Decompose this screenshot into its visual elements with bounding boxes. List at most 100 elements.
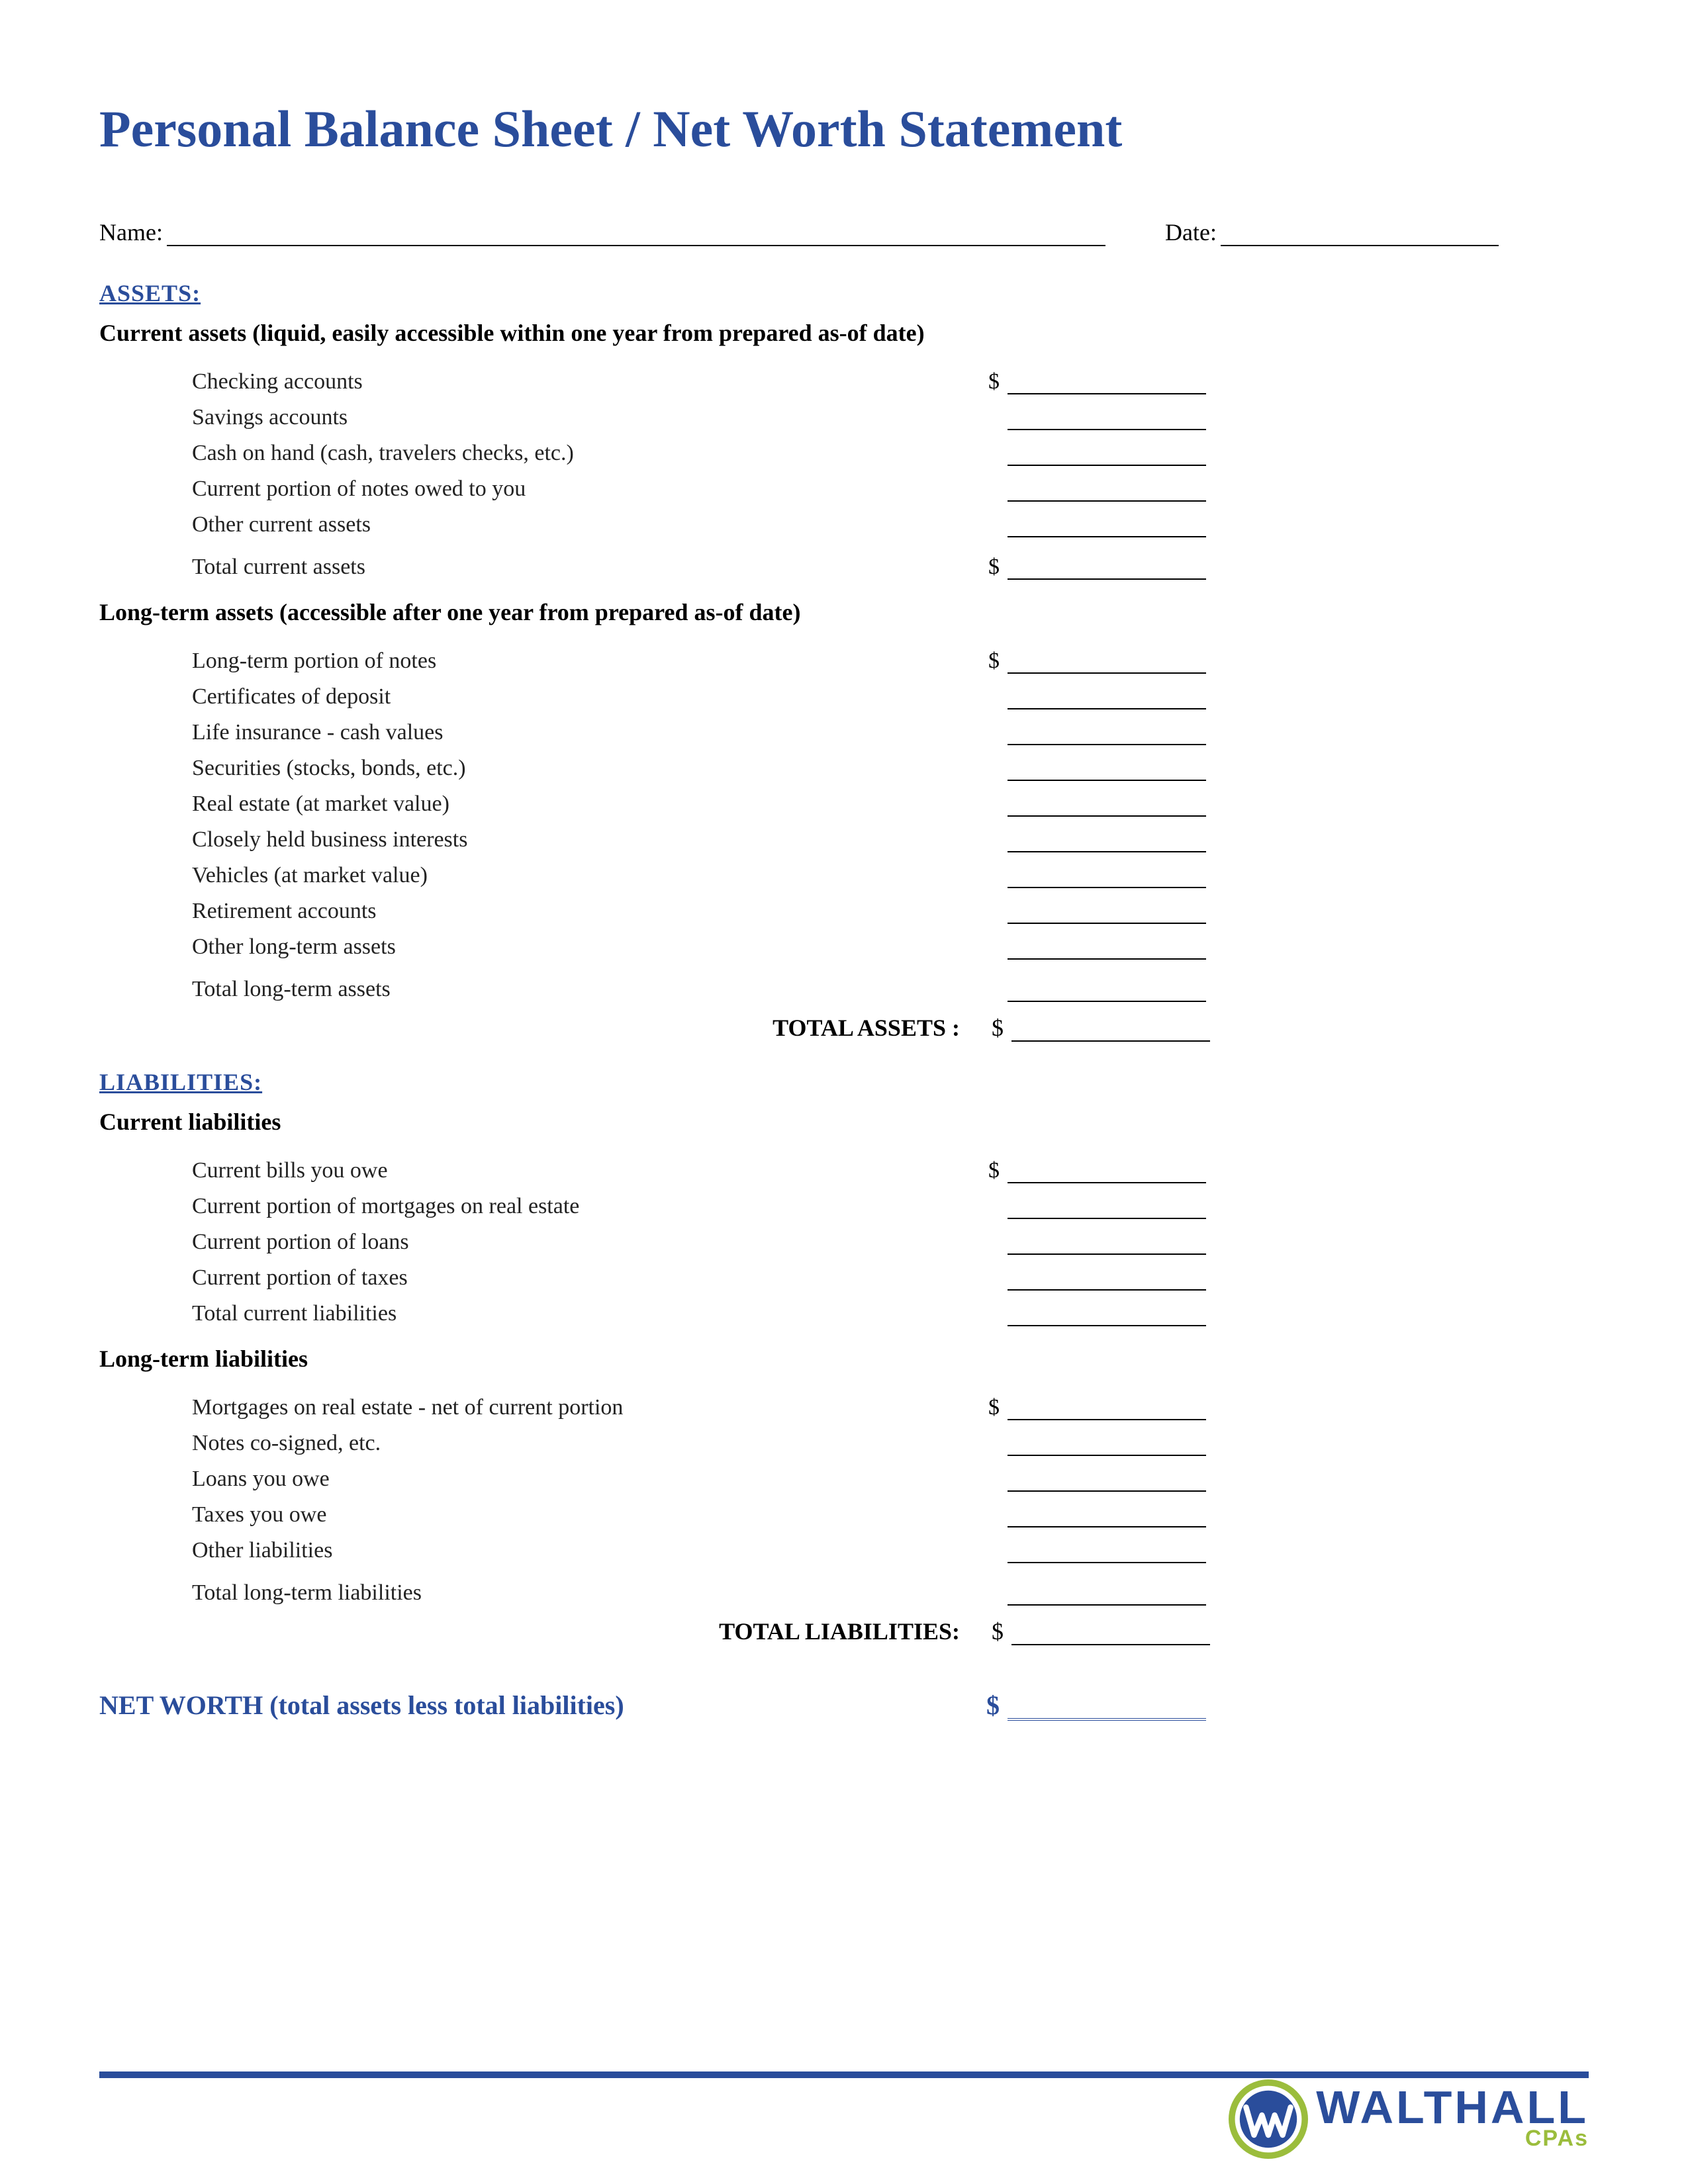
amount-input[interactable] — [1008, 1396, 1206, 1420]
networth-amount[interactable] — [1008, 1696, 1206, 1721]
line-item: Long-term portion of notes$ — [99, 638, 1589, 674]
total-assets-label: TOTAL ASSETS — [773, 1015, 946, 1041]
item-label: Current portion of taxes — [192, 1265, 960, 1291]
company-logo: WALTHALL CPAs — [1229, 2079, 1589, 2159]
amount-input[interactable] — [1008, 864, 1206, 888]
item-label: Long-term portion of notes — [192, 649, 960, 674]
subtotal-row: Total long-term assets — [99, 966, 1589, 1002]
amount-input[interactable] — [1008, 1504, 1206, 1527]
amount-input[interactable] — [1008, 406, 1206, 430]
assets-heading: ASSETS: — [99, 279, 1589, 307]
amount-input[interactable] — [1008, 1231, 1206, 1255]
amount-input[interactable] — [1008, 1160, 1206, 1183]
amount-input[interactable] — [1008, 829, 1206, 852]
line-item: Other current assets — [99, 502, 1589, 537]
amount-input[interactable] — [1008, 1539, 1206, 1563]
subtotal-row: Total current liabilities — [99, 1291, 1589, 1326]
item-label: Current portion of notes owed to you — [192, 477, 960, 502]
date-field: Date: — [1165, 218, 1499, 246]
amount-input[interactable] — [1008, 1195, 1206, 1219]
subtotal-label: Total current assets — [192, 555, 960, 580]
item-label: Certificates of deposit — [192, 684, 960, 709]
amount-input[interactable] — [1008, 793, 1206, 817]
logo-text: WALTHALL CPAs — [1316, 2087, 1589, 2152]
amount-input[interactable] — [1008, 936, 1206, 960]
amount-input[interactable] — [1008, 1468, 1206, 1492]
item-label: Retirement accounts — [192, 899, 960, 924]
longterm-assets-subhead: Long-term assets (accessible after one y… — [99, 598, 1589, 626]
item-label: Loans you owe — [192, 1467, 960, 1492]
amount-input[interactable] — [1011, 1621, 1210, 1645]
item-label: Closely held business interests — [192, 827, 960, 852]
line-item: Vehicles (at market value) — [99, 852, 1589, 888]
subtotal-label: Total long-term assets — [192, 977, 960, 1002]
dollar-sign: $ — [960, 555, 1008, 580]
date-input-line[interactable] — [1221, 221, 1499, 246]
date-label: Date: — [1165, 218, 1217, 246]
line-item: Real estate (at market value) — [99, 781, 1589, 817]
dollar-sign: $ — [960, 1395, 1008, 1420]
amount-input[interactable] — [1008, 514, 1206, 537]
logo-mark-icon — [1229, 2079, 1308, 2159]
line-item: Closely held business interests — [99, 817, 1589, 852]
item-label: Vehicles (at market value) — [192, 863, 960, 888]
amount-input[interactable] — [1008, 1582, 1206, 1606]
amount-input[interactable] — [1008, 1302, 1206, 1326]
current-assets-subhead: Current assets (liquid, easily accessibl… — [99, 319, 1589, 347]
line-item: Other long-term assets — [99, 924, 1589, 960]
line-item: Securities (stocks, bonds, etc.) — [99, 745, 1589, 781]
total-liabilities-label: TOTAL LIABILITIES: — [99, 1617, 964, 1645]
amount-input[interactable] — [1008, 757, 1206, 781]
line-item: Current portion of mortgages on real est… — [99, 1183, 1589, 1219]
item-label: Other long-term assets — [192, 934, 960, 960]
name-field: Name: — [99, 218, 1105, 246]
item-label: Current portion of loans — [192, 1230, 960, 1255]
dollar-sign: $ — [960, 1690, 1008, 1721]
line-item: Current portion of taxes — [99, 1255, 1589, 1291]
item-label: Life insurance - cash values — [192, 720, 960, 745]
line-item: Mortgages on real estate - net of curren… — [99, 1385, 1589, 1420]
line-item: Notes co-signed, etc. — [99, 1420, 1589, 1456]
item-label: Notes co-signed, etc. — [192, 1431, 960, 1456]
subtotal-row: Total current assets$ — [99, 544, 1589, 580]
subtotal-row: Total long-term liabilities — [99, 1570, 1589, 1606]
amount-input[interactable] — [1008, 442, 1206, 466]
line-item: Retirement accounts — [99, 888, 1589, 924]
header-row: Name: Date: — [99, 218, 1589, 246]
dollar-sign: $ — [960, 369, 1008, 394]
dollar-sign: $ — [964, 1014, 1011, 1042]
line-item: Other liabilities — [99, 1527, 1589, 1563]
total-liabilities-row: TOTAL LIABILITIES: $ — [99, 1606, 1589, 1645]
item-label: Savings accounts — [192, 405, 960, 430]
amount-input[interactable] — [1008, 978, 1206, 1002]
item-label: Current portion of mortgages on real est… — [192, 1194, 960, 1219]
amount-input[interactable] — [1008, 1267, 1206, 1291]
name-label: Name: — [99, 218, 163, 246]
item-label: Taxes you owe — [192, 1502, 960, 1527]
item-label: Mortgages on real estate - net of curren… — [192, 1395, 960, 1420]
amount-input[interactable] — [1008, 371, 1206, 394]
item-label: Checking accounts — [192, 369, 960, 394]
dollar-sign: $ — [960, 649, 1008, 674]
subtotal-label: Total long-term liabilities — [192, 1580, 960, 1606]
footer: WALTHALL CPAs — [99, 2071, 1589, 2091]
item-label: Other current assets — [192, 512, 960, 537]
line-item: Checking accounts$ — [99, 359, 1589, 394]
amount-input[interactable] — [1008, 1432, 1206, 1456]
page-title: Personal Balance Sheet / Net Worth State… — [99, 99, 1589, 159]
item-label: Current bills you owe — [192, 1158, 960, 1183]
amount-input[interactable] — [1011, 1018, 1210, 1042]
amount-input[interactable] — [1008, 721, 1206, 745]
networth-row: NET WORTH (total assets less total liabi… — [99, 1678, 1589, 1721]
amount-input[interactable] — [1008, 686, 1206, 709]
longterm-liabilities-subhead: Long-term liabilities — [99, 1345, 1589, 1373]
line-item: Savings accounts — [99, 394, 1589, 430]
amount-input[interactable] — [1008, 478, 1206, 502]
line-item: Loans you owe — [99, 1456, 1589, 1492]
amount-input[interactable] — [1008, 650, 1206, 674]
page: Personal Balance Sheet / Net Worth State… — [0, 0, 1688, 2184]
amount-input[interactable] — [1008, 556, 1206, 580]
item-label: Other liabilities — [192, 1538, 960, 1563]
name-input-line[interactable] — [167, 221, 1105, 246]
amount-input[interactable] — [1008, 900, 1206, 924]
